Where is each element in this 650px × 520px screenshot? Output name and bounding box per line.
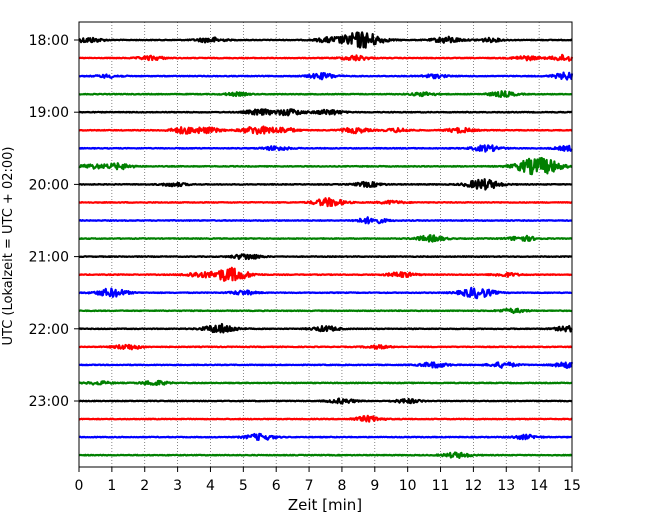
y-tick-label-3: 21:00 [29,250,69,266]
trace-2000 [78,178,573,191]
x-tick-label-2: 2 [140,478,149,494]
x-tick-label-12: 12 [464,478,482,494]
trace-2230 [78,361,574,369]
x-tick-label-0: 0 [75,478,84,494]
x-tick-label-8: 8 [337,478,346,494]
trace-2100 [78,253,573,261]
trace-1830 [78,71,574,81]
x-tick-label-6: 6 [272,478,281,494]
y-axis-label: UTC (Lokalzeit = UTC + 02:00) [1,147,16,346]
trace-2300 [78,397,573,405]
y-tick-label-0: 18:00 [29,33,69,49]
x-tick-label-13: 13 [497,478,515,494]
x-tick-label-1: 1 [107,478,116,494]
plot-frame [78,21,573,468]
trace-2130 [78,286,573,300]
trace-2315 [78,414,573,423]
trace-1800 [78,31,573,49]
y-axis-ticks: 18:00 19:00 20:00 21:00 22:00 23:00 [29,33,79,410]
y-tick-label-4: 22:00 [29,322,69,338]
x-tick-label-9: 9 [370,478,379,494]
trace-2330 [78,432,573,441]
trace-2345 [78,451,573,460]
trace-2045 [78,234,573,243]
x-tick-label-5: 5 [239,478,248,494]
trace-2115 [78,266,573,282]
x-tick-label-15: 15 [563,478,581,494]
x-tick-label-4: 4 [206,478,215,494]
x-tick-label-10: 10 [399,478,417,494]
trace-1915 [78,125,573,135]
trace-1945 [78,156,573,176]
trace-2245 [78,379,573,386]
seismic-traces [78,31,574,460]
grid-lines [111,22,540,467]
y-tick-label-2: 20:00 [29,177,69,193]
trace-2200 [78,322,573,334]
x-tick-label-3: 3 [173,478,182,494]
trace-1900 [78,108,573,117]
trace-2215 [78,343,573,351]
x-axis-label: Zeit [min] [288,496,362,514]
trace-1845 [78,90,573,98]
x-tick-label-11: 11 [432,478,450,494]
trace-1815 [78,53,574,62]
y-tick-label-1: 19:00 [29,105,69,121]
y-tick-label-5: 23:00 [29,394,69,410]
trace-2015 [78,197,573,208]
x-tick-label-7: 7 [305,478,314,494]
x-tick-label-14: 14 [530,478,548,494]
x-axis-ticks: 0 1 2 3 4 5 6 7 8 9 10 11 12 13 14 15 [75,467,581,494]
trace-2145 [78,307,573,315]
trace-2030 [78,216,573,225]
trace-1930 [78,144,573,153]
